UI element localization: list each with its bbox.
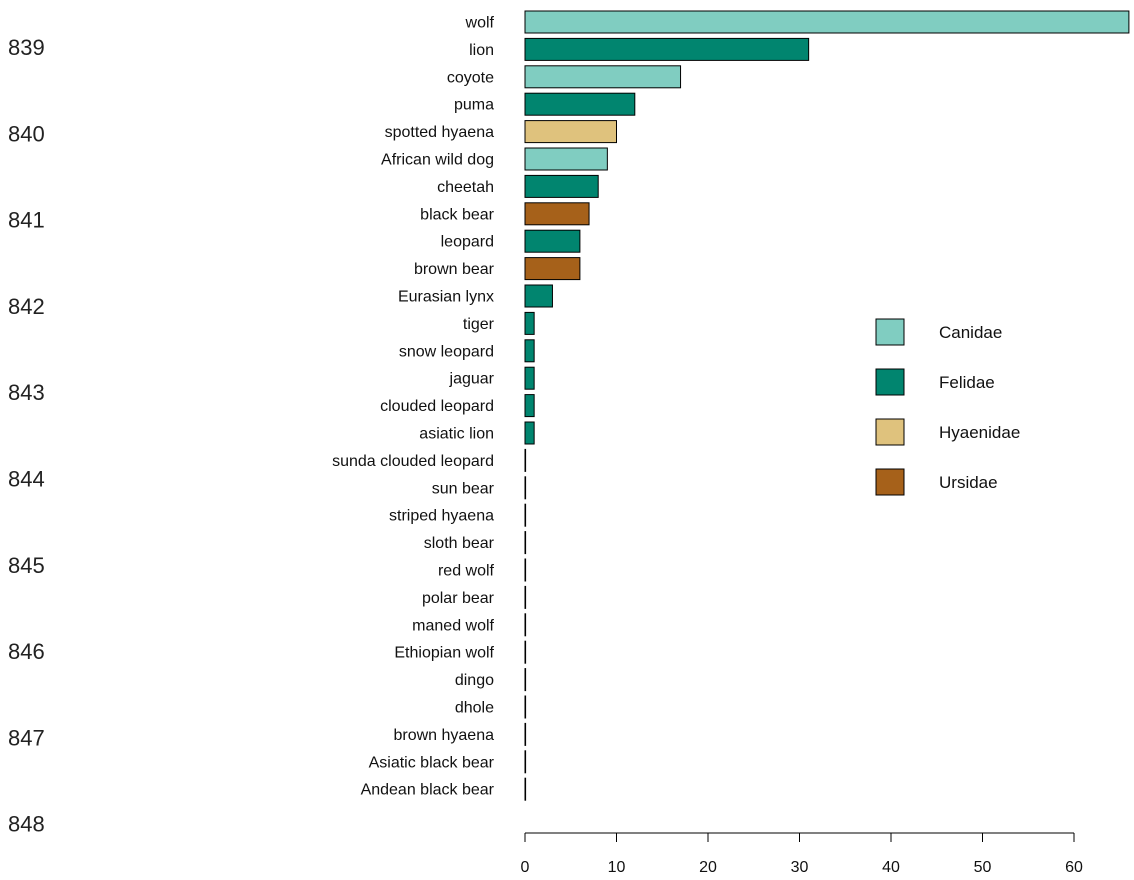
line-number: 847 bbox=[8, 725, 45, 750]
category-label: red wolf bbox=[438, 563, 495, 580]
x-tick-label: 40 bbox=[882, 859, 900, 876]
line-number: 846 bbox=[8, 639, 45, 664]
legend-label: Canidae bbox=[939, 323, 1002, 342]
bar-spotted-hyaena bbox=[524, 120, 617, 144]
legend-label: Ursidae bbox=[939, 473, 998, 492]
bar-clouded-leopard bbox=[524, 394, 535, 418]
legend-swatch-canidae bbox=[875, 318, 905, 346]
category-label: puma bbox=[454, 97, 494, 114]
bar-dhole bbox=[524, 695, 527, 719]
bar-maned-wolf bbox=[524, 613, 527, 637]
category-label: brown hyaena bbox=[393, 727, 494, 744]
bar-tiger bbox=[524, 311, 535, 335]
bar-andean-black-bear bbox=[524, 777, 527, 801]
bar-asiatic-black-bear bbox=[524, 750, 527, 774]
category-label: dingo bbox=[455, 672, 494, 689]
category-label: asiatic lion bbox=[419, 426, 494, 443]
category-label: lion bbox=[469, 42, 494, 59]
category-label: clouded leopard bbox=[380, 398, 494, 415]
bar-striped-hyaena bbox=[524, 503, 527, 527]
category-label: leopard bbox=[441, 234, 494, 251]
x-tick-label: 50 bbox=[974, 859, 992, 876]
category-label: polar bear bbox=[422, 590, 495, 607]
x-tick-label: 0 bbox=[521, 859, 530, 876]
x-tick-label: 20 bbox=[699, 859, 717, 876]
category-label: tiger bbox=[463, 316, 495, 333]
bar-puma bbox=[524, 92, 636, 116]
bar-cheetah bbox=[524, 174, 599, 198]
bar-coyote bbox=[524, 65, 682, 89]
legend-label: Hyaenidae bbox=[939, 423, 1020, 442]
bar-black-bear bbox=[524, 202, 590, 226]
line-number: 845 bbox=[8, 553, 45, 578]
category-label: jaguar bbox=[449, 371, 495, 388]
bar-leopard bbox=[524, 229, 581, 253]
bar-jaguar bbox=[524, 366, 535, 390]
x-axis: 0 10 20 30 40 50 60 bbox=[521, 832, 1083, 876]
category-label: sloth bear bbox=[424, 535, 495, 552]
legend-swatch-ursidae bbox=[875, 468, 905, 496]
category-label: brown bear bbox=[414, 261, 495, 278]
category-label: maned wolf bbox=[412, 617, 494, 634]
line-number: 844 bbox=[8, 467, 45, 492]
bar-asiatic-lion bbox=[524, 421, 535, 445]
category-label: dhole bbox=[455, 700, 494, 717]
bar-snow-leopard bbox=[524, 339, 535, 363]
category-labels: wolf lion coyote puma spotted hyaena African … bbox=[332, 15, 495, 799]
category-label: Eurasian lynx bbox=[398, 289, 494, 306]
bar-sloth-bear bbox=[524, 531, 527, 555]
line-number: 848 bbox=[8, 812, 45, 837]
bar-red-wolf bbox=[524, 558, 527, 582]
bar-brown-hyaena bbox=[524, 722, 527, 746]
category-label: Ethiopian wolf bbox=[394, 645, 494, 662]
line-numbers: 839 840 841 842 843 844 845 846 847 848 bbox=[8, 35, 45, 837]
x-tick-label: 30 bbox=[791, 859, 809, 876]
category-label: striped hyaena bbox=[389, 508, 494, 525]
category-label: spotted hyaena bbox=[385, 124, 495, 141]
line-number: 839 bbox=[8, 35, 45, 60]
bar-sun-bear bbox=[524, 476, 527, 500]
category-label: snow leopard bbox=[399, 343, 494, 360]
category-label: coyote bbox=[447, 69, 494, 86]
bar-polar-bear bbox=[524, 585, 527, 609]
bar-lion bbox=[524, 37, 810, 61]
bar-african-wild-dog bbox=[524, 147, 608, 171]
bar-wolf bbox=[524, 10, 1130, 34]
bar-eurasian-lynx bbox=[524, 284, 553, 308]
category-label: Andean black bear bbox=[361, 782, 495, 799]
legend-swatch-felidae bbox=[875, 368, 905, 396]
line-number: 841 bbox=[8, 208, 45, 233]
category-label: sun bear bbox=[432, 480, 495, 497]
category-label: African wild dog bbox=[381, 152, 494, 169]
line-number: 840 bbox=[8, 121, 45, 146]
x-tick-label: 60 bbox=[1065, 859, 1083, 876]
category-label: wolf bbox=[465, 15, 495, 32]
bar-brown-bear bbox=[524, 257, 581, 281]
category-label: black bear bbox=[420, 206, 494, 223]
category-label: sunda clouded leopard bbox=[332, 453, 494, 470]
legend-swatch-hyaenidae bbox=[875, 418, 905, 446]
line-number: 842 bbox=[8, 294, 45, 319]
bars bbox=[524, 10, 1130, 801]
category-label: cheetah bbox=[437, 179, 494, 196]
legend-label: Felidae bbox=[939, 373, 995, 392]
line-number: 843 bbox=[8, 380, 45, 405]
legend: Canidae Felidae Hyaenidae Ursidae bbox=[875, 318, 1020, 496]
bar-dingo bbox=[524, 668, 527, 692]
category-label: Asiatic black bear bbox=[369, 754, 495, 771]
x-tick-label: 10 bbox=[608, 859, 626, 876]
bar-ethiopian-wolf bbox=[524, 640, 527, 664]
bar-sunda-clouded-leopard bbox=[524, 448, 527, 472]
